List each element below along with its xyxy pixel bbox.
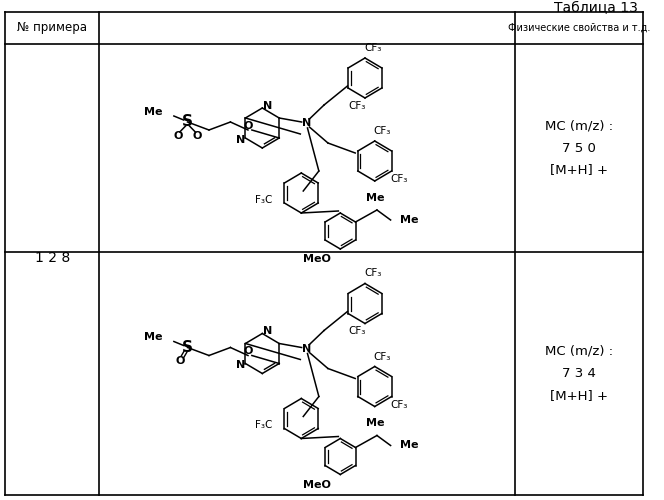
Text: CF₃: CF₃ <box>390 400 408 409</box>
Text: CF₃: CF₃ <box>374 126 391 136</box>
Text: Me: Me <box>400 440 419 450</box>
Text: O: O <box>173 131 183 141</box>
Text: O: O <box>175 356 185 366</box>
Text: 7 3 4: 7 3 4 <box>562 367 596 380</box>
Text: 7 5 0: 7 5 0 <box>562 142 596 154</box>
Text: № примера: № примера <box>17 22 87 35</box>
Text: CF₃: CF₃ <box>364 43 382 53</box>
Text: Me: Me <box>366 193 384 203</box>
Text: MeO: MeO <box>303 254 331 264</box>
Text: Me: Me <box>143 332 162 342</box>
Text: N: N <box>302 344 311 353</box>
Text: CF₃: CF₃ <box>364 268 382 278</box>
Text: [M+H] +: [M+H] + <box>550 389 608 402</box>
Text: МС (m/z) :: МС (m/z) : <box>544 345 613 358</box>
Text: [M+H] +: [M+H] + <box>550 164 608 176</box>
Text: S: S <box>182 114 193 130</box>
Text: F₃C: F₃C <box>256 420 273 430</box>
Text: N: N <box>262 101 272 111</box>
Text: Me: Me <box>400 215 419 225</box>
Text: N: N <box>236 135 245 145</box>
Text: O: O <box>193 131 202 141</box>
Text: 1 2 8: 1 2 8 <box>35 252 70 266</box>
Text: Me: Me <box>143 107 162 117</box>
Text: CF₃: CF₃ <box>374 352 391 362</box>
Text: CF₃: CF₃ <box>390 174 408 184</box>
Text: N: N <box>236 360 245 370</box>
Text: CF₃: CF₃ <box>349 101 366 111</box>
Text: Таблица 13: Таблица 13 <box>554 1 637 15</box>
Text: CF₃: CF₃ <box>349 326 366 336</box>
Text: MeO: MeO <box>303 480 331 490</box>
Text: O: O <box>243 346 253 356</box>
Text: Me: Me <box>366 418 384 428</box>
Text: F₃C: F₃C <box>256 195 273 205</box>
Text: N: N <box>262 326 272 336</box>
Text: O: O <box>243 121 253 131</box>
Text: Физические свойства и т.д.: Физические свойства и т.д. <box>507 23 650 33</box>
Text: S: S <box>182 340 193 355</box>
Text: МС (m/z) :: МС (m/z) : <box>544 120 613 132</box>
Text: N: N <box>302 118 311 128</box>
